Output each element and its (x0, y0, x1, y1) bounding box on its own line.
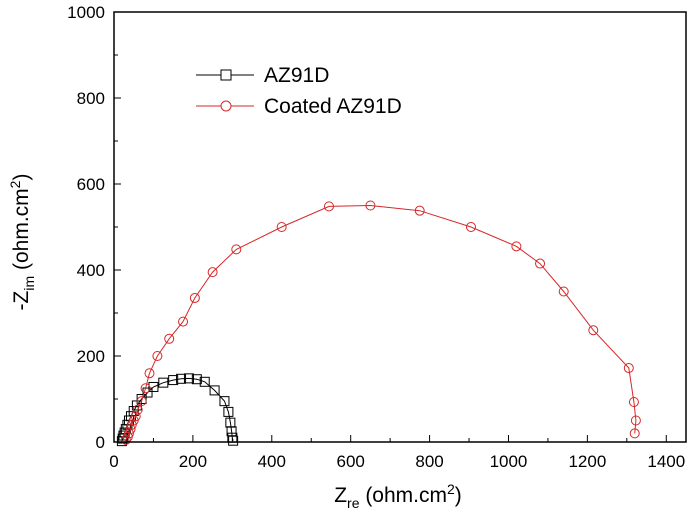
data-point (588, 325, 599, 336)
y-tick-label: 1000 (67, 3, 105, 22)
x-tick-label: 0 (109, 452, 118, 471)
data-point (189, 292, 200, 303)
x-tick-label: 1400 (647, 452, 685, 471)
x-tick-label: 800 (415, 452, 443, 471)
data-point (535, 258, 546, 269)
legend-marker-azd (220, 69, 232, 81)
data-point (629, 428, 640, 439)
series-1 (120, 200, 641, 445)
axis-ticks (113, 11, 667, 443)
x-axis-title-sup: 2 (447, 481, 455, 497)
y-axis-title: -Zim (ohm.cm2) (7, 174, 37, 311)
y-tick-label: 400 (77, 261, 105, 280)
y-axis-title-end: ) (10, 174, 33, 181)
y-axis-title-main: -Z (10, 290, 33, 310)
data-point (199, 376, 210, 387)
x-tick-label: 1200 (568, 452, 606, 471)
data-point (140, 383, 151, 394)
y-tick-label: 800 (77, 89, 105, 108)
data-point (183, 373, 194, 384)
data-point (178, 316, 189, 327)
data-point (144, 368, 155, 379)
x-axis-title: Zre (ohm.cm2) (334, 481, 462, 511)
data-point (191, 374, 202, 385)
data-point (414, 205, 425, 216)
x-axis-title-end: ) (455, 484, 462, 507)
data-point (231, 244, 242, 255)
data-point (130, 411, 141, 422)
data-point (148, 381, 159, 392)
legend-label-azd: AZ91D (264, 64, 329, 87)
data-point (466, 222, 477, 232)
x-axis-title-main: Z (334, 484, 347, 507)
y-tick-label: 600 (77, 175, 105, 194)
data-point (209, 385, 220, 396)
data-point (511, 241, 522, 252)
x-tick-label: 200 (179, 452, 207, 471)
data-point (365, 200, 376, 211)
x-tick-label: 400 (258, 452, 286, 471)
legend-item-coated: Coated AZ91D (196, 95, 402, 118)
data-point (223, 406, 234, 417)
data-point (120, 434, 131, 445)
y-tick-label: 0 (96, 433, 105, 452)
data-point (158, 377, 169, 388)
data-point (623, 363, 634, 374)
data-point (132, 404, 143, 415)
data-point (125, 424, 136, 435)
y-axis-title-unit: (ohm.cm (10, 188, 33, 276)
data-point (207, 267, 218, 278)
legend-label-coated: Coated AZ91D (264, 95, 402, 118)
y-tick-label: 200 (77, 347, 105, 366)
series-0 (116, 373, 239, 447)
y-axis-title-sup: 2 (7, 180, 23, 188)
x-axis-title-sub: re (347, 495, 360, 511)
y-axis-title-sub: im (21, 276, 37, 291)
legend-item-azd: AZ91D (196, 64, 329, 87)
series-layer (116, 200, 641, 447)
data-point (176, 373, 187, 384)
data-point (630, 415, 641, 426)
data-point (276, 222, 287, 232)
data-point (558, 286, 569, 297)
data-point (628, 397, 639, 408)
x-axis-title-unit: (ohm.cm (359, 484, 447, 507)
data-point (152, 351, 163, 361)
x-tick-label: 600 (337, 452, 365, 471)
data-point (168, 375, 179, 386)
data-point (164, 333, 175, 344)
legend-marker-coated (220, 100, 232, 112)
x-tick-label: 1000 (490, 452, 528, 471)
legend: AZ91D Coated AZ91D (196, 64, 402, 118)
data-point (136, 396, 147, 407)
data-point (228, 435, 239, 446)
data-point (219, 396, 230, 407)
tick-labels: 0 200 400 600 800 1000 1200 1400 0 200 400 600 800 10… (67, 3, 685, 471)
plot-frame (113, 11, 687, 443)
series-line (125, 204, 637, 441)
data-point (323, 201, 334, 212)
